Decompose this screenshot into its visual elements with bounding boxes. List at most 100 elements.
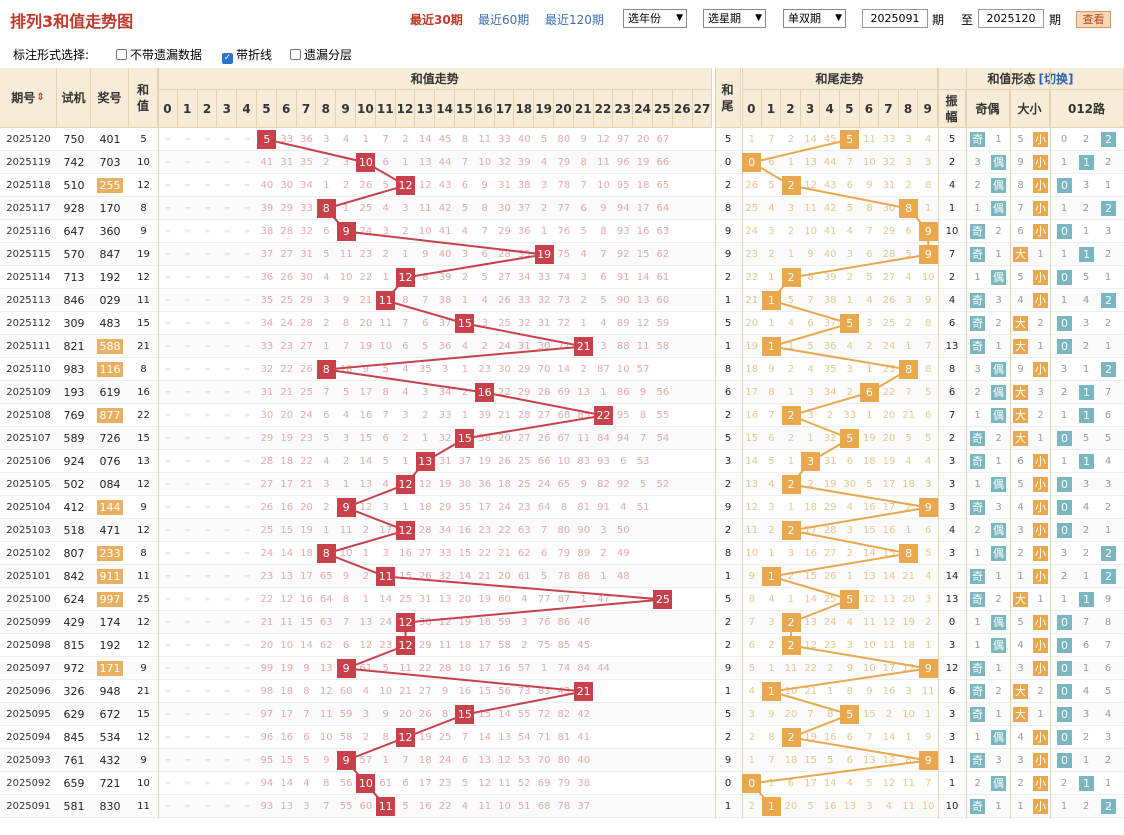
sum-omission-cell: 4 [620, 502, 627, 513]
sum-omission-cell: 13 [478, 755, 492, 766]
sum-col-header: 12 [395, 90, 416, 128]
option-with-line[interactable]: ✓ 带折线 [222, 46, 272, 64]
tail-omission-cell: 22 [882, 387, 896, 398]
sum-omission-cell: 11 [438, 640, 452, 651]
sum-omission-cell [693, 542, 713, 565]
sum-omission-cell: 19 [478, 594, 492, 605]
tail-value-cell: 8 [724, 364, 732, 375]
sum-omission-cell: 25 [517, 456, 531, 467]
sum-omission-cell: 1 [422, 433, 429, 444]
sum-omission-cell: 8 [323, 778, 330, 789]
sum-omission-cell [673, 496, 693, 519]
sum-omission-cell: 9 [342, 571, 350, 582]
sum-omission-cell: 8 [461, 134, 469, 145]
sum-omission-cell: 21 [399, 686, 412, 697]
sum-omission-cell: ═ [185, 227, 191, 236]
sum-omission-cell [613, 634, 633, 657]
sum-omission-cell [673, 404, 693, 427]
tail-omission-cell: 22 [745, 272, 759, 283]
link-last-30[interactable]: 最近30期 [410, 13, 463, 27]
option-omission-layer[interactable]: 遗漏分层 [290, 46, 352, 63]
sum-omission-cell: 1 [362, 548, 370, 559]
sum-omission-cell: 36 [438, 341, 452, 352]
amplitude-cell: 2 [948, 157, 956, 168]
tail-omission-cell: 20 [902, 594, 915, 605]
route-omission: 1 [1104, 778, 1112, 789]
link-last-60[interactable]: 最近60期 [478, 13, 530, 27]
big-small-tag: 小 [1033, 224, 1048, 239]
sum-omission-cell: 18 [498, 479, 511, 490]
column-divider [715, 68, 716, 818]
to-issue-input[interactable]: 2025120 [978, 9, 1044, 28]
route-header: 012路 [1050, 90, 1124, 128]
sum-omission-cell: 2 [342, 456, 350, 467]
option-no-omission[interactable]: 不带遗漏数据 [116, 46, 202, 63]
sum-omission-cell: 11 [280, 617, 294, 628]
sum-omission-cell: 3 [422, 387, 429, 398]
query-button[interactable]: 查看 [1076, 11, 1111, 28]
sum-omission-cell: 25 [438, 732, 452, 743]
weekday-select[interactable]: 选星期 ▼ [703, 9, 766, 28]
sum-omission-cell: 12 [418, 180, 432, 191]
sum-omission-cell: 11 [577, 433, 591, 444]
sum-omission-cell: ═ [205, 411, 210, 420]
sum-omission-cell: ═ [205, 687, 210, 696]
switch-link[interactable]: [切换] [1038, 72, 1074, 86]
checkbox-icon[interactable] [116, 49, 127, 60]
big-small-tag: 大 [1013, 684, 1028, 699]
tail-ball: 2 [781, 636, 801, 655]
sum-omission-cell: 85 [557, 640, 571, 651]
sum-value-cell: 9 [140, 502, 147, 513]
sum-omission-cell: 9 [303, 663, 310, 674]
tail-omission-cell: 5 [905, 433, 912, 444]
sum-omission-cell: 58 [498, 640, 511, 651]
sort-icon[interactable]: ⇕ [36, 92, 45, 103]
sum-omission-cell: 4 [600, 318, 607, 329]
amplitude-cell: 3 [948, 640, 956, 651]
col-period[interactable]: 期号 ⇕ [0, 68, 57, 128]
sum-omission-cell [693, 128, 713, 151]
odd-even-issue-select[interactable]: 单双期 ▼ [783, 9, 846, 28]
from-issue-input[interactable]: 2025091 [862, 9, 928, 28]
year-select[interactable]: 选年份 ▼ [623, 9, 687, 28]
sum-omission-cell: 1 [540, 663, 548, 674]
route-omission: 1 [1082, 571, 1090, 582]
sum-omission-cell: 29 [280, 203, 294, 214]
checkbox-icon[interactable] [290, 49, 301, 60]
sum-omission-cell: 32 [517, 318, 531, 329]
route-omission: 1 [1082, 364, 1090, 375]
tail-omission-cell: 2 [846, 548, 853, 559]
sum-omission-cell [613, 703, 633, 726]
sum-omission-cell: 27 [517, 433, 531, 444]
tail-omission-cell: 12 [804, 640, 817, 651]
sum-omission-cell [613, 772, 633, 795]
sum-omission-cell: 66 [537, 456, 551, 467]
sum-omission-cell: ═ [244, 135, 250, 144]
checkbox-checked-icon[interactable]: ✓ [222, 53, 233, 64]
col-trial-header: 试机 [57, 68, 91, 128]
link-last-120[interactable]: 最近120期 [545, 13, 604, 27]
big-small-omission: 1 [1017, 801, 1024, 812]
sum-omission-cell: 5 [600, 295, 607, 306]
tail-ball: 5 [840, 314, 860, 333]
tail-omission-cell: 32 [823, 433, 837, 444]
prize-cell: 360 [99, 225, 121, 238]
sum-value-cell: 19 [137, 249, 150, 260]
sum-omission-cell: 29 [498, 226, 511, 237]
odd-even-tag: 偶 [991, 270, 1006, 285]
sum-omission-cell: 16 [458, 525, 472, 536]
sum-omission-cell: 68 [537, 801, 551, 812]
sum-omission-cell [693, 289, 713, 312]
tail-omission-cell: 1 [768, 318, 775, 329]
sum-omission-cell [673, 634, 693, 657]
prize-cell: 029 [99, 294, 121, 307]
tail-omission-cell: 23 [823, 640, 837, 651]
sum-omission-cell: 25 [300, 387, 313, 398]
sum-omission-cell: 15 [478, 709, 492, 720]
sum-omission-cell: 6 [422, 318, 429, 329]
sum-omission-cell: ═ [244, 503, 250, 512]
sum-omission-cell: 43 [438, 180, 452, 191]
tail-ball: 2 [781, 176, 801, 195]
sum-omission-cell: ═ [224, 434, 230, 443]
sum-omission-cell: 2 [342, 180, 350, 191]
